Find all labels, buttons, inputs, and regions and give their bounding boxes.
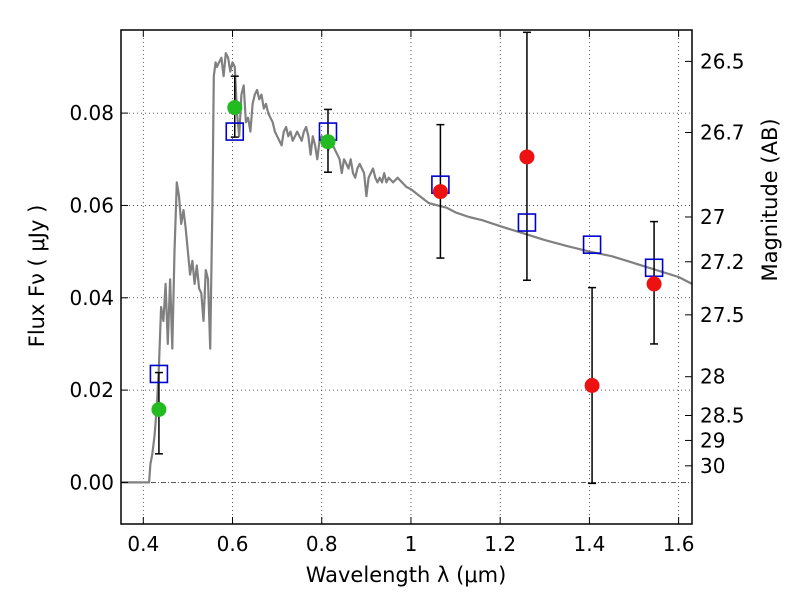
y2-tick-label: 27 (700, 205, 725, 229)
model-square-layer (149, 122, 664, 384)
x-tick-label: 1 (405, 532, 418, 556)
y2-tick-label: 28 (700, 365, 725, 389)
y-tick-label: 0.04 (69, 286, 114, 310)
red-data-point (519, 149, 535, 165)
green-data-point (151, 402, 167, 418)
y2-tick-label: 28.5 (700, 404, 745, 428)
y2-tick-label: 26.5 (700, 49, 745, 73)
y2-tick-label: 29 (700, 428, 725, 452)
model-square-marker (644, 258, 664, 278)
model-square-marker (517, 213, 537, 232)
red-data-point (646, 276, 662, 292)
red-data-point (584, 377, 600, 393)
y-tick-labels: 0.00 0.02 0.04 0.06 0.08 (69, 101, 114, 494)
y-tick-label: 0.08 (69, 101, 114, 125)
model-spectrum-line (121, 51, 693, 484)
y-tick-label: 0.00 (69, 470, 114, 494)
x-tick-labels: 0.4 0.6 0.8 1 1.2 1.4 1.6 (127, 532, 694, 556)
x-tick-label: 1.2 (484, 532, 516, 556)
x-tick-label: 1.4 (573, 532, 605, 556)
model-square-marker (225, 122, 245, 141)
x-tick-label: 1.6 (663, 532, 695, 556)
plot-frame (120, 29, 693, 525)
photometry-point-layer (151, 100, 662, 418)
model-square-marker (582, 235, 602, 254)
y2-tick-label: 27.2 (700, 250, 745, 274)
red-data-point (432, 184, 448, 200)
x-tick-label: 0.4 (127, 532, 159, 556)
y2-tick-label: 26.7 (700, 120, 745, 144)
x-axis-label: Wavelength λ (μm) (306, 563, 507, 587)
y-tick-label: 0.02 (69, 378, 114, 402)
model-square-marker (149, 364, 169, 384)
model-spectrum-layer (121, 51, 693, 484)
y2-axis-label: Magnitude (AB) (758, 118, 782, 281)
y-axis-label: Flux Fν ( μJy ) (25, 205, 49, 348)
green-data-point (320, 134, 336, 150)
x-tick-label: 0.8 (306, 532, 338, 556)
green-data-point (227, 100, 243, 116)
y-tick-label: 0.06 (69, 193, 114, 217)
x-tick-label: 0.6 (217, 532, 249, 556)
y2-tick-label: 30 (700, 454, 725, 478)
y2-tick-label: 27.5 (700, 303, 745, 327)
tick-layer (121, 30, 692, 524)
